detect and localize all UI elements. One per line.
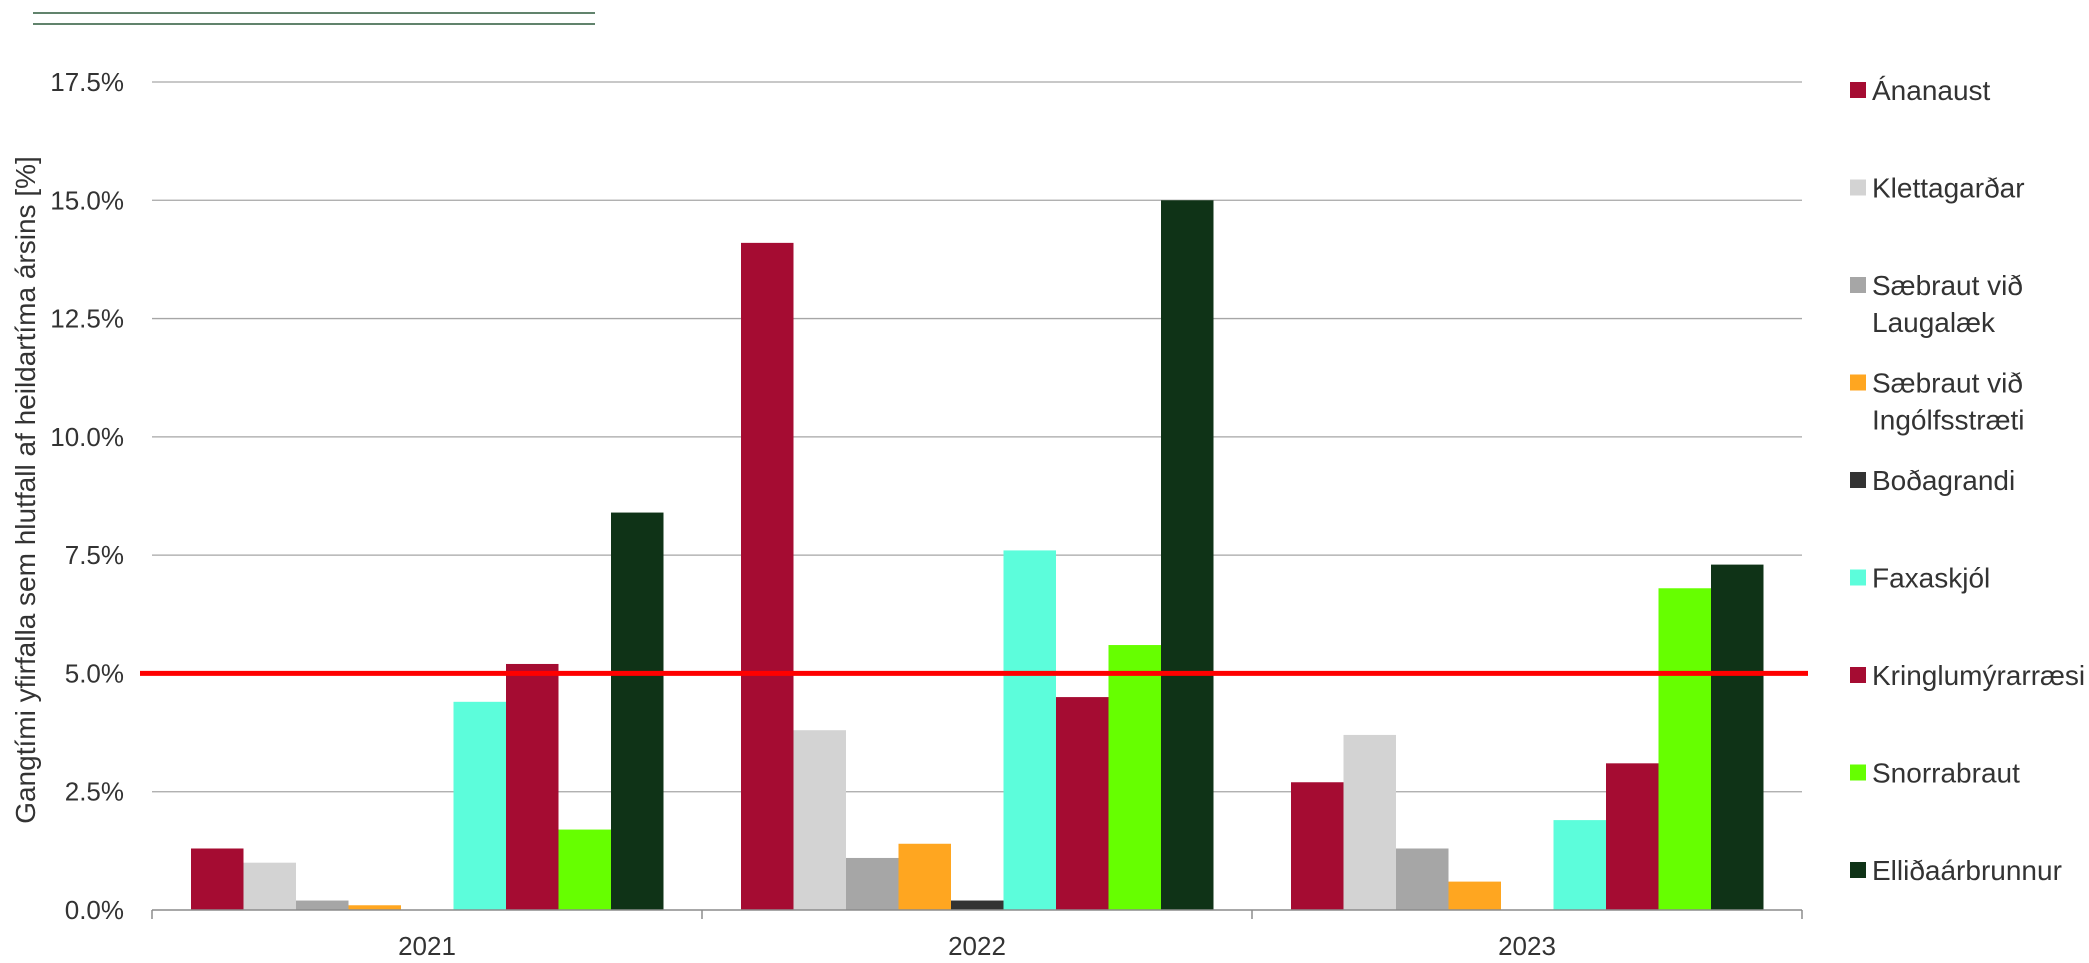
y-tick-label: 17.5% xyxy=(50,67,124,97)
legend-swatch xyxy=(1850,862,1866,878)
bar xyxy=(898,843,951,910)
legend-label: Ingólfsstræti xyxy=(1872,405,2025,436)
legend-label: Klettagarðar xyxy=(1872,173,2025,204)
bar xyxy=(1343,734,1396,910)
legend-label: Laugalæk xyxy=(1872,307,1996,338)
bar xyxy=(1291,782,1344,910)
bar xyxy=(611,512,664,910)
x-axis: 2021 2022 2023 xyxy=(151,909,1803,961)
legend-label: Boðagrandi xyxy=(1872,465,2015,496)
bar xyxy=(1658,588,1711,910)
bar xyxy=(741,242,794,910)
header-rules xyxy=(33,12,595,25)
bar xyxy=(1553,820,1606,910)
gridlines xyxy=(152,81,1802,793)
bar xyxy=(1003,550,1056,910)
bar xyxy=(558,829,611,910)
bars xyxy=(191,200,1764,911)
legend-label: Ánanaust xyxy=(1872,75,1991,106)
legend-label: Snorrabraut xyxy=(1872,758,2020,789)
legend-label: Kringlumýrarræsi xyxy=(1872,660,2085,691)
bar xyxy=(453,701,506,910)
y-tick-label: 5.0% xyxy=(65,658,124,688)
legend-swatch xyxy=(1850,569,1866,586)
legend-swatch xyxy=(1850,667,1866,683)
legend-swatch xyxy=(1850,82,1866,98)
bar xyxy=(506,663,559,910)
bar xyxy=(296,900,349,910)
y-tick-label: 15.0% xyxy=(50,185,124,215)
bar xyxy=(951,900,1004,910)
legend-label: Elliðaárbrunnur xyxy=(1872,855,2062,886)
bar xyxy=(793,730,846,910)
bar xyxy=(1161,200,1214,911)
y-tick-label: 10.0% xyxy=(50,422,124,452)
legend: Ánanaust Klettagarðar Sæbraut við Laugalæk S… xyxy=(1850,75,2085,886)
legend-swatch xyxy=(1850,764,1866,781)
y-tick-label: 2.5% xyxy=(65,777,124,807)
bar xyxy=(243,862,296,910)
legend-label: Faxaskjól xyxy=(1872,563,1990,594)
bar xyxy=(1056,697,1109,910)
legend-swatch xyxy=(1850,277,1866,293)
bar xyxy=(1108,645,1161,910)
bar xyxy=(191,848,244,910)
x-tick-label: 2023 xyxy=(1498,931,1556,961)
bar xyxy=(1396,848,1449,910)
x-tick-label: 2022 xyxy=(948,931,1006,961)
bar xyxy=(846,857,899,910)
y-tick-label: 12.5% xyxy=(50,304,124,334)
bar xyxy=(348,905,401,910)
bar xyxy=(1711,564,1764,910)
bar xyxy=(1606,763,1659,910)
legend-label: Sæbraut við xyxy=(1872,368,2023,399)
legend-swatch xyxy=(1850,179,1866,196)
x-tick-label: 2021 xyxy=(398,931,456,961)
legend-swatch xyxy=(1850,472,1866,488)
legend-swatch xyxy=(1850,374,1866,391)
legend-label: Sæbraut við xyxy=(1872,270,2023,301)
bar xyxy=(1448,881,1501,910)
y-axis-ticks: 0.0% 2.5% 5.0% 7.5% 10.0% 12.5% 15.0% 17.5% xyxy=(50,67,124,925)
y-axis-label: Gangtími yfirfalla sem hlutfall af heild… xyxy=(10,156,41,824)
y-tick-label: 0.0% xyxy=(65,895,124,925)
y-tick-label: 7.5% xyxy=(65,540,124,570)
